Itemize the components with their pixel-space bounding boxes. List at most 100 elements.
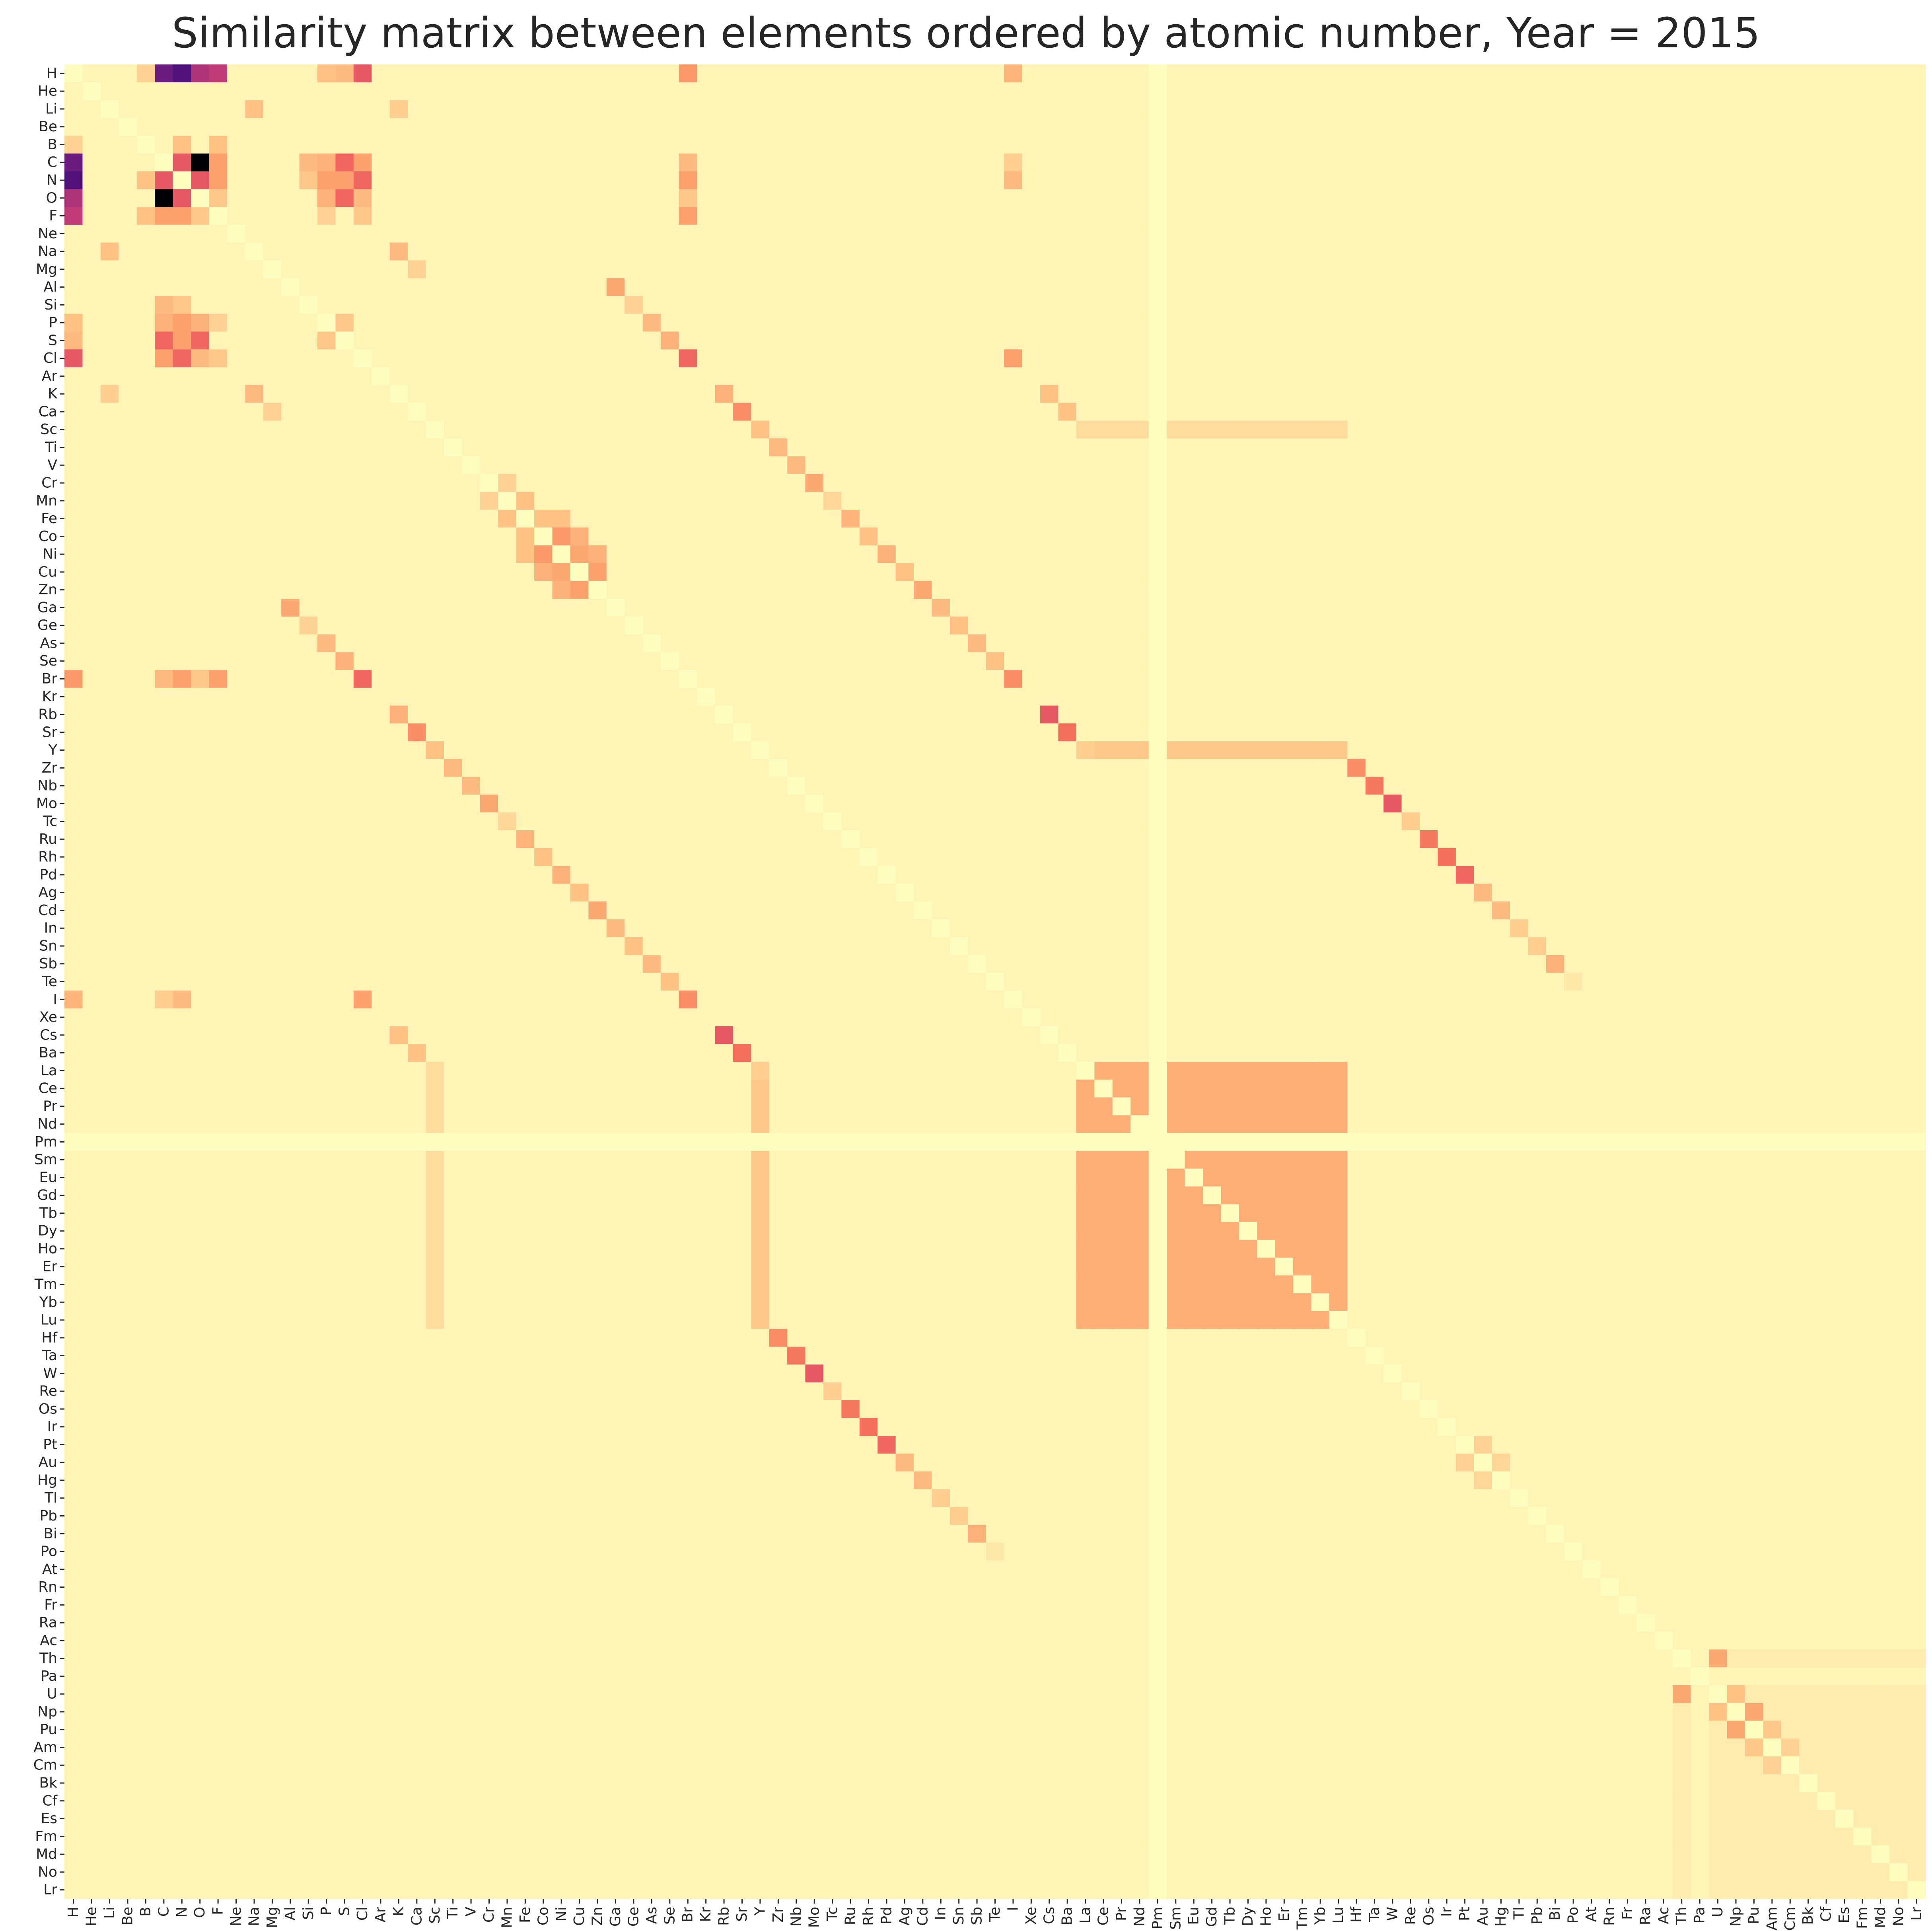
- heatmap-cell-Mo-Sc: [426, 794, 444, 813]
- heatmap-cell-Fe-Y: [751, 510, 770, 528]
- heatmap-cell-Pd-Mn: [498, 866, 517, 884]
- heatmap-cell-C-No: [1889, 153, 1908, 172]
- heatmap-cell-Na-Fm: [1853, 242, 1872, 261]
- heatmap-cell-Sc-Md: [1871, 420, 1890, 439]
- heatmap-cell-Ge-Md: [1871, 616, 1890, 635]
- heatmap-cell-Be-Lr: [1907, 118, 1926, 136]
- heatmap-cell-Kr-Pd: [877, 687, 896, 706]
- heatmap-cell-C-Ta: [1365, 153, 1384, 172]
- heatmap-cell-O-Te: [986, 189, 1004, 207]
- heatmap-cell-Ga-F: [209, 599, 228, 617]
- heatmap-cell-Al-La: [1076, 278, 1095, 296]
- heatmap-cell-O-Ba: [1058, 189, 1077, 207]
- heatmap-cell-Pd-Tm: [1293, 866, 1312, 884]
- heatmap-cell-Ar-Y: [751, 367, 770, 385]
- heatmap-cell-P-Np: [1727, 313, 1745, 332]
- heatmap-cell-Ga-Sb: [968, 599, 986, 617]
- heatmap-cell-Mg-F: [209, 260, 228, 278]
- heatmap-cell-Y-Be: [119, 741, 137, 759]
- heatmap-cell-Be-Ne: [227, 118, 245, 136]
- heatmap-cell-Cr-Cr: [480, 474, 498, 492]
- heatmap-cell-Cd-Ti: [444, 901, 462, 920]
- heatmap-cell-Ru-S: [335, 830, 354, 849]
- heatmap-cell-P-Cr: [480, 313, 498, 332]
- heatmap-cell-Zn-No: [1889, 581, 1908, 599]
- heatmap-cell-Ar-K: [389, 367, 408, 385]
- heatmap-cell-Kr-Po: [1564, 687, 1583, 706]
- heatmap-cell-Na-Am: [1763, 242, 1782, 261]
- heatmap-cell-Cu-Ta: [1365, 563, 1384, 581]
- heatmap-cell-Nb-Ca: [408, 777, 426, 795]
- heatmap-cell-Be-Ru: [841, 118, 860, 136]
- heatmap-cell-Ti-Tb: [1221, 438, 1239, 457]
- heatmap-cell-Y-Eu: [1185, 741, 1203, 759]
- heatmap-cell-Ag-Nb: [787, 884, 806, 902]
- heatmap-cell-Nb-Nd: [1130, 777, 1149, 795]
- heatmap-cell-V-Nd: [1130, 456, 1149, 475]
- heatmap-cell-Si-Bi: [1546, 296, 1565, 314]
- heatmap-cell-Zn-Ta: [1365, 581, 1384, 599]
- heatmap-cell-Zr-Np: [1727, 759, 1745, 777]
- heatmap-cell-Ni-Sc: [426, 545, 444, 564]
- heatmap-cell-F-Sr: [733, 207, 751, 225]
- heatmap-cell-P-He: [82, 313, 101, 332]
- heatmap-cell-Fe-P: [317, 510, 336, 528]
- heatmap-cell-Ne-Yb: [1311, 224, 1330, 243]
- heatmap-cell-V-Ga: [606, 456, 625, 475]
- heatmap-cell-Be-Es: [1835, 118, 1854, 136]
- heatmap-cell-Ti-Pt: [1455, 438, 1474, 457]
- heatmap-cell-Ti-U: [1708, 438, 1727, 457]
- heatmap-cell-H-Tl: [1510, 64, 1529, 83]
- heatmap-cell-He-Bk: [1799, 82, 1818, 101]
- heatmap-cell-N-Ne: [227, 171, 245, 189]
- heatmap-cell-S-Sc: [426, 331, 444, 350]
- heatmap-cell-Cl-Lr: [1907, 349, 1926, 368]
- heatmap-cell-Mo-Cm: [1781, 794, 1800, 813]
- heatmap-cell-Cu-Rb: [715, 563, 733, 581]
- heatmap-cell-Si-Pr: [1112, 296, 1131, 314]
- heatmap-cell-Mg-Eu: [1185, 260, 1203, 278]
- heatmap-cell-Co-Nd: [1130, 527, 1149, 546]
- heatmap-cell-Mo-Am: [1763, 794, 1782, 813]
- heatmap-cell-Fe-No: [1889, 510, 1908, 528]
- heatmap-cell-Ni-No: [1889, 545, 1908, 564]
- heatmap-cell-O-Tc: [823, 189, 842, 207]
- heatmap-cell-Mo-Hg: [1492, 794, 1510, 813]
- heatmap-cell-Zr-Ca: [408, 759, 426, 777]
- heatmap-cell-Sr-V: [462, 723, 481, 742]
- heatmap-cell-Tc-In: [932, 812, 950, 831]
- heatmap-cell-K-Eu: [1185, 385, 1203, 403]
- heatmap-cell-Fe-Lr: [1907, 510, 1926, 528]
- heatmap-cell-N-Rb: [715, 171, 733, 189]
- heatmap-cell-Pd-S: [335, 866, 354, 884]
- heatmap-cell-Ge-B: [136, 616, 155, 635]
- heatmap-cell-Fe-Pb: [1528, 510, 1547, 528]
- heatmap-cell-F-Se: [661, 207, 679, 225]
- heatmap-cell-Rb-Am: [1763, 705, 1782, 724]
- heatmap-cell-Zr-Cl: [353, 759, 372, 777]
- heatmap-cell-Be-Ca: [408, 118, 426, 136]
- heatmap-cell-Tc-Rb: [715, 812, 733, 831]
- heatmap-cell-V-He: [82, 456, 101, 475]
- heatmap-cell-H-Bi: [1546, 64, 1565, 83]
- heatmap-cell-As-Se: [661, 634, 679, 652]
- heatmap-cell-Y-Zn: [588, 741, 607, 759]
- heatmap-cell-Ru-Pm: [1148, 830, 1167, 849]
- heatmap-cell-Be-Bk: [1799, 118, 1818, 136]
- heatmap-cell-Ca-B: [136, 403, 155, 421]
- heatmap-cell-Tc-N: [173, 812, 191, 831]
- heatmap-cell-Tc-Y: [751, 812, 770, 831]
- heatmap-cell-Nb-Cf: [1817, 777, 1836, 795]
- heatmap-cell-Be-Hg: [1492, 118, 1510, 136]
- heatmap-cell-Ne-Ar: [372, 224, 390, 243]
- heatmap-cell-Br-Tc: [823, 670, 842, 688]
- heatmap-cell-P-Er: [1275, 313, 1294, 332]
- heatmap-cell-B-Np: [1727, 136, 1745, 154]
- heatmap-cell-Ge-Pu: [1745, 616, 1763, 635]
- heatmap-cell-Mg-Am: [1763, 260, 1782, 278]
- heatmap-cell-H-He: [82, 64, 101, 83]
- heatmap-cell-Ga-V: [462, 599, 481, 617]
- heatmap-cell-H-Pr: [1112, 64, 1131, 83]
- heatmap-cell-Ne-Hf: [1347, 224, 1366, 243]
- heatmap-cell-Rh-Np: [1727, 848, 1745, 866]
